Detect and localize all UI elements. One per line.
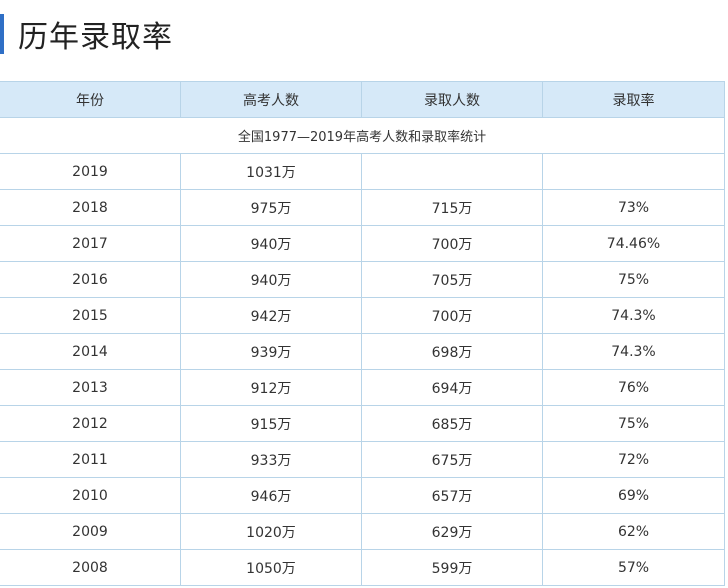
admitted-cell [361, 153, 543, 190]
applicants-cell: 912万 [180, 369, 362, 406]
admitted-cell: 700万 [361, 297, 543, 334]
applicants-cell: 939万 [180, 333, 362, 370]
admission-rate-table-container: 年份 高考人数 录取人数 录取率 全国1977—2019年高考人数和录取率统计 … [0, 81, 725, 586]
table-row: 2011 933万 675万 72% [0, 441, 725, 478]
admitted-cell: 705万 [361, 261, 543, 298]
year-cell: 2011 [0, 441, 181, 478]
header-admission-rate: 录取率 [542, 81, 725, 118]
table-row: 2009 1020万 629万 62% [0, 513, 725, 550]
rate-cell [542, 153, 725, 190]
table-row: 2012 915万 685万 75% [0, 405, 725, 442]
admission-rate-table: 年份 高考人数 录取人数 录取率 全国1977—2019年高考人数和录取率统计 … [0, 81, 725, 586]
applicants-cell: 940万 [180, 261, 362, 298]
admitted-cell: 685万 [361, 405, 543, 442]
rate-cell: 76% [542, 369, 725, 406]
applicants-cell: 946万 [180, 477, 362, 514]
title-accent-bar [0, 14, 4, 54]
applicants-cell: 1020万 [180, 513, 362, 550]
table-row: 2016 940万 705万 75% [0, 261, 725, 298]
admitted-cell: 629万 [361, 513, 543, 550]
rate-cell: 57% [542, 549, 725, 586]
applicants-cell: 915万 [180, 405, 362, 442]
admitted-cell: 698万 [361, 333, 543, 370]
year-cell: 2017 [0, 225, 181, 262]
rate-cell: 75% [542, 261, 725, 298]
rate-cell: 74.3% [542, 333, 725, 370]
table-row: 2008 1050万 599万 57% [0, 549, 725, 586]
admitted-cell: 715万 [361, 189, 543, 226]
page-title-bar: 历年录取率 [0, 12, 173, 56]
table-header-row: 年份 高考人数 录取人数 录取率 [0, 81, 725, 118]
year-cell: 2019 [0, 153, 181, 190]
admitted-cell: 694万 [361, 369, 543, 406]
admitted-cell: 675万 [361, 441, 543, 478]
table-row: 2017 940万 700万 74.46% [0, 225, 725, 262]
table-row: 2015 942万 700万 74.3% [0, 297, 725, 334]
rate-cell: 74.3% [542, 297, 725, 334]
rate-cell: 73% [542, 189, 725, 226]
year-cell: 2008 [0, 549, 181, 586]
rate-cell: 69% [542, 477, 725, 514]
header-applicants: 高考人数 [180, 81, 362, 118]
rate-cell: 72% [542, 441, 725, 478]
header-year: 年份 [0, 81, 181, 118]
table-row: 2019 1031万 [0, 153, 725, 190]
applicants-cell: 975万 [180, 189, 362, 226]
rate-cell: 75% [542, 405, 725, 442]
applicants-cell: 1031万 [180, 153, 362, 190]
table-row: 2014 939万 698万 74.3% [0, 333, 725, 370]
applicants-cell: 942万 [180, 297, 362, 334]
applicants-cell: 933万 [180, 441, 362, 478]
year-cell: 2014 [0, 333, 181, 370]
applicants-cell: 1050万 [180, 549, 362, 586]
page-title: 历年录取率 [18, 20, 173, 55]
year-cell: 2009 [0, 513, 181, 550]
admitted-cell: 700万 [361, 225, 543, 262]
table-caption-row: 全国1977—2019年高考人数和录取率统计 [0, 117, 725, 154]
year-cell: 2016 [0, 261, 181, 298]
year-cell: 2012 [0, 405, 181, 442]
table-caption: 全国1977—2019年高考人数和录取率统计 [0, 117, 725, 154]
table-row: 2010 946万 657万 69% [0, 477, 725, 514]
table-row: 2018 975万 715万 73% [0, 189, 725, 226]
header-admitted: 录取人数 [361, 81, 543, 118]
year-cell: 2010 [0, 477, 181, 514]
year-cell: 2018 [0, 189, 181, 226]
rate-cell: 74.46% [542, 225, 725, 262]
rate-cell: 62% [542, 513, 725, 550]
applicants-cell: 940万 [180, 225, 362, 262]
year-cell: 2013 [0, 369, 181, 406]
table-row: 2013 912万 694万 76% [0, 369, 725, 406]
year-cell: 2015 [0, 297, 181, 334]
admitted-cell: 657万 [361, 477, 543, 514]
admitted-cell: 599万 [361, 549, 543, 586]
